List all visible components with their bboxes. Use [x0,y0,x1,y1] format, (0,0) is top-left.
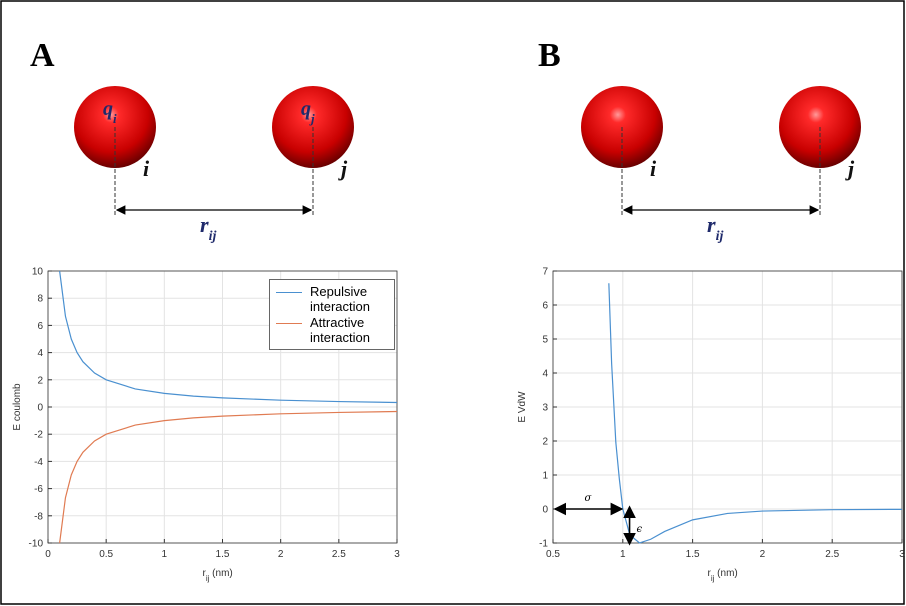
legend: Repulsive interaction Attractive interact… [269,279,395,350]
atom-charge: qj [301,98,315,126]
x-axis-label-base: r [203,568,207,579]
distance-label-sub: ij [716,229,724,244]
distance-label: rij [200,212,216,244]
line-series [608,283,903,544]
x-tick-label: 1 [620,549,626,560]
atom-index: i [143,156,150,181]
x-tick-label: 0.5 [546,549,560,560]
y-tick-label: -6 [34,484,43,495]
x-tick-label: 2.5 [332,549,346,560]
atom-index: i [650,156,657,181]
x-axis-label-base: r [708,568,712,579]
epsilon-label: ϵ [637,524,643,535]
x-axis-label-sub: ij [711,574,715,583]
legend-swatch [276,292,302,293]
y-tick-label: 10 [32,267,44,278]
y-tick-label: -8 [34,511,43,522]
y-tick-label: 4 [37,348,43,359]
distance-label-sub: ij [209,229,217,244]
y-tick-label: 5 [542,335,548,346]
y-tick-label: 2 [542,437,548,448]
y-tick-label: 7 [542,267,548,278]
atom-index: j [845,156,855,181]
y-tick-label: 8 [37,294,43,305]
sigma-label: σ [584,493,592,504]
y-tick-label: 2 [37,375,43,386]
x-axis-label-rest: (nm) [209,568,232,579]
line-series [59,270,398,404]
atom-charge-base: q [103,98,113,120]
legend-label: Attractive interaction [310,315,370,345]
x-tick-label: 1.5 [216,549,230,560]
y-tick-label: -10 [29,539,44,550]
y-tick-label: -2 [34,430,43,441]
x-tick-label: 3 [899,549,905,560]
legend-entry: Attractive interaction [276,315,388,345]
distance-label-base: r [200,212,209,237]
y-tick-label: -4 [34,457,43,468]
y-tick-label: 4 [542,369,548,380]
x-axis-label-sub: ij [206,574,210,583]
atom-charge: qi [103,98,117,126]
legend-entry: Repulsive interaction [276,284,388,314]
x-tick-label: 0.5 [99,549,113,560]
x-axis-label-rest: (nm) [714,568,737,579]
axes-box [552,270,903,544]
atom-charge-sub: i [113,111,117,126]
x-tick-label: 1.5 [686,549,700,560]
y-axis-label: E coulomb [12,383,23,431]
y-axis-label: E VdW [517,391,528,423]
y-tick-label: 6 [542,301,548,312]
x-tick-label: 2.5 [825,549,839,560]
y-tick-label: 0 [37,403,43,414]
x-axis-label: rij (nm) [708,568,738,583]
atom-charge-base: q [301,98,311,120]
x-axis-label: rij (nm) [203,568,233,583]
panel-label: B [538,37,561,74]
panel-label: A [30,37,55,74]
legend-label: Repulsive interaction [310,284,370,314]
distance-label: rij [707,212,723,244]
x-tick-label: 2 [760,549,766,560]
y-tick-label: -1 [539,539,548,550]
atom-charge-sub: j [309,111,315,126]
x-tick-label: 0 [45,549,51,560]
line-series [59,410,398,544]
x-tick-label: 3 [394,549,400,560]
y-tick-label: 6 [37,321,43,332]
x-tick-label: 2 [278,549,284,560]
distance-label-base: r [707,212,716,237]
x-tick-label: 1 [162,549,168,560]
legend-swatch [276,323,302,324]
axes-box [47,270,398,544]
y-tick-label: 0 [542,505,548,516]
atom-index: j [338,156,348,181]
y-tick-label: 1 [542,471,548,482]
y-tick-label: 3 [542,403,548,414]
